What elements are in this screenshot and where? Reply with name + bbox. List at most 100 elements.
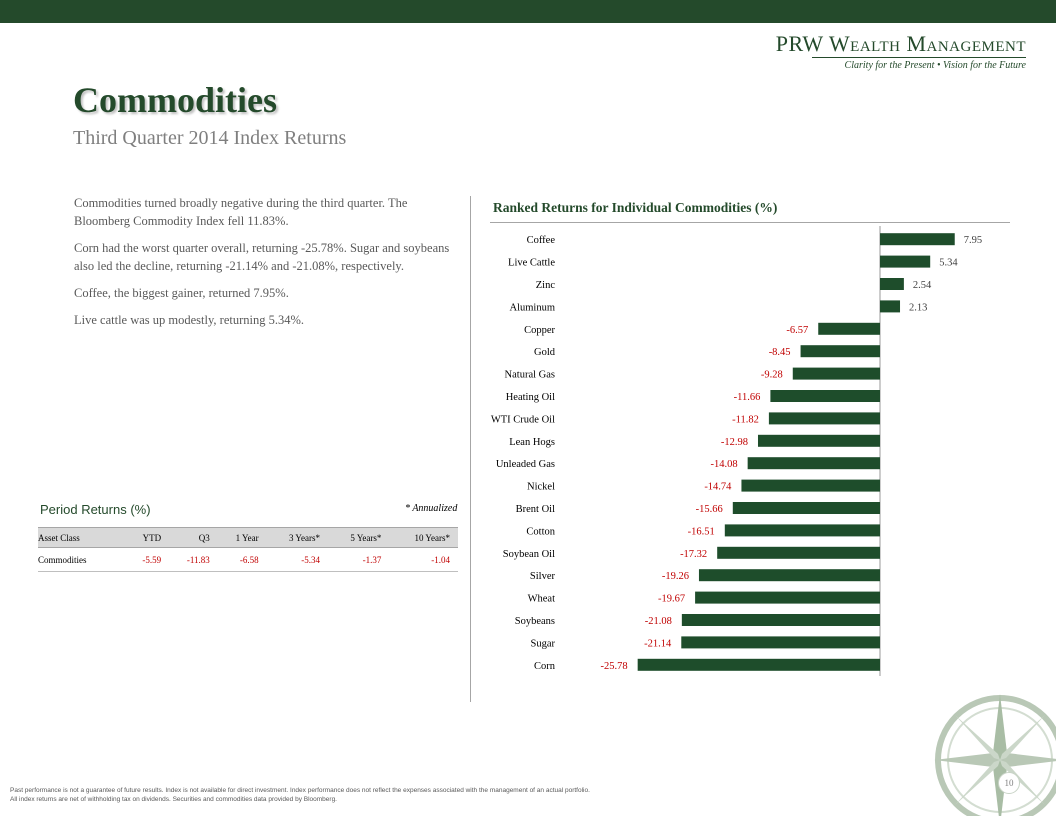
bar	[724, 524, 880, 537]
data-label: -16.51	[688, 526, 715, 537]
table-row: Commodities -5.59 -11.83 -6.58 -5.34 -1.…	[38, 547, 458, 572]
company-logo: PRW Wealth Management Clarity for the Pr…	[776, 32, 1026, 72]
footer-disclaimer: Past performance is not a guarantee of f…	[10, 786, 890, 804]
ranked-returns-chart: Coffee 7.95 Live Cattle 5.34 Zinc 2.54 Aluminu…	[491, 226, 982, 676]
data-label: -11.82	[732, 414, 759, 425]
bar	[717, 546, 880, 559]
period-returns-title: Period Returns (%)	[40, 502, 151, 517]
category-label: Wheat	[528, 594, 555, 605]
commentary-paragraph: Corn had the worst quarter overall, retu…	[74, 241, 450, 273]
data-label: 2.54	[913, 280, 932, 291]
top-banner	[0, 0, 1056, 23]
header-5-years: 5 Years*	[328, 527, 390, 548]
cell-10-years: -1.04	[389, 547, 458, 572]
category-label: Corn	[534, 661, 556, 672]
commentary-paragraph: Commodities turned broadly negative duri…	[74, 196, 408, 228]
header-ytd: YTD	[126, 527, 170, 548]
logo-name: PRW Wealth Management	[775, 31, 1026, 56]
chart-title-rule	[490, 222, 1010, 223]
bar	[681, 614, 880, 626]
bar	[770, 390, 880, 402]
data-label: 2.13	[909, 302, 927, 313]
bar	[732, 502, 880, 514]
category-label: Coffee	[527, 235, 556, 246]
category-label: Heating Oil	[506, 392, 555, 403]
table-header-row: Asset Class YTD Q3 1 Year 3 Years* 5 Yea…	[38, 527, 458, 548]
category-label: WTI Crude Oil	[491, 414, 555, 425]
bar	[880, 278, 904, 290]
bar	[698, 569, 880, 582]
category-label: Gold	[534, 347, 556, 358]
data-label: -12.98	[721, 437, 748, 448]
data-label: -25.78	[601, 661, 628, 672]
data-label: -15.66	[696, 504, 723, 515]
data-label: -21.08	[645, 616, 672, 627]
commentary-paragraph: Coffee, the biggest gainer, returned 7.9…	[74, 286, 289, 300]
logo-tagline: Clarity for the Present • Vision for the…	[844, 60, 1026, 71]
bar	[757, 434, 880, 447]
header-3-years: 3 Years*	[266, 527, 328, 548]
bar	[792, 367, 880, 380]
category-label: Natural Gas	[505, 370, 555, 381]
data-label: -6.57	[786, 325, 808, 336]
header-10-years: 10 Years*	[389, 527, 458, 548]
category-label: Live Cattle	[508, 258, 555, 269]
data-label: -17.32	[680, 549, 707, 560]
category-label: Soybeans	[515, 616, 555, 627]
chart-title: Ranked Returns for Individual Commoditie…	[493, 200, 778, 215]
commentary: Commodities turned broadly negative duri…	[74, 194, 454, 338]
bar	[747, 457, 880, 470]
bar	[681, 636, 880, 649]
commentary-paragraph: Live cattle was up modestly, returning 5…	[74, 313, 305, 327]
cell-q3: -11.83	[169, 547, 218, 572]
page-number: 10	[998, 772, 1020, 794]
disclaimer-line: Past performance is not a guarantee of f…	[10, 787, 590, 794]
data-label: 7.95	[964, 235, 982, 246]
header-asset-class: Asset Class	[38, 527, 127, 548]
bar	[880, 255, 931, 268]
data-label: -8.45	[769, 347, 791, 358]
data-label: -21.14	[644, 638, 672, 649]
category-label: Brent Oil	[516, 504, 555, 515]
cell-1-year: -6.58	[217, 547, 267, 572]
category-label: Zinc	[536, 280, 556, 291]
category-label: Lean Hogs	[509, 437, 555, 448]
bar	[695, 591, 880, 604]
cell-3-years: -5.34	[266, 547, 328, 572]
data-label: -9.28	[761, 370, 783, 381]
data-label: 5.34	[939, 258, 958, 269]
bar	[768, 412, 880, 425]
category-label: Unleaded Gas	[496, 459, 555, 470]
annualized-note: * Annualized	[405, 503, 458, 514]
data-label: -11.66	[734, 392, 761, 403]
data-label: -14.74	[704, 482, 732, 493]
bar	[880, 300, 901, 313]
category-label: Copper	[524, 325, 555, 336]
bar	[800, 345, 880, 358]
data-label: -19.67	[658, 594, 685, 605]
logo-rule	[811, 57, 1026, 58]
header-1-year: 1 Year	[217, 527, 267, 548]
category-label: Silver	[530, 571, 556, 582]
disclaimer-line: All index returns are net of withholding…	[10, 796, 337, 803]
category-label: Sugar	[531, 638, 556, 649]
bar	[818, 322, 880, 335]
category-label: Cotton	[526, 526, 555, 537]
page-title: Commodities	[73, 80, 277, 120]
category-label: Soybean Oil	[503, 549, 555, 560]
data-label: -19.26	[662, 571, 689, 582]
data-label: -14.08	[711, 459, 738, 470]
vertical-divider	[470, 196, 471, 702]
cell-ytd: -5.59	[126, 547, 170, 572]
bar	[637, 658, 880, 671]
period-returns-table: Asset Class YTD Q3 1 Year 3 Years* 5 Yea…	[38, 527, 458, 572]
category-label: Aluminum	[509, 302, 555, 313]
cell-asset-class: Commodities	[38, 547, 127, 572]
compass-rose-icon	[934, 694, 1056, 816]
header-q3: Q3	[169, 527, 218, 548]
category-label: Nickel	[527, 482, 555, 493]
bar	[741, 479, 880, 492]
page-subtitle: Third Quarter 2014 Index Returns	[73, 127, 347, 149]
cell-5-years: -1.37	[328, 547, 390, 572]
bar	[880, 233, 955, 246]
